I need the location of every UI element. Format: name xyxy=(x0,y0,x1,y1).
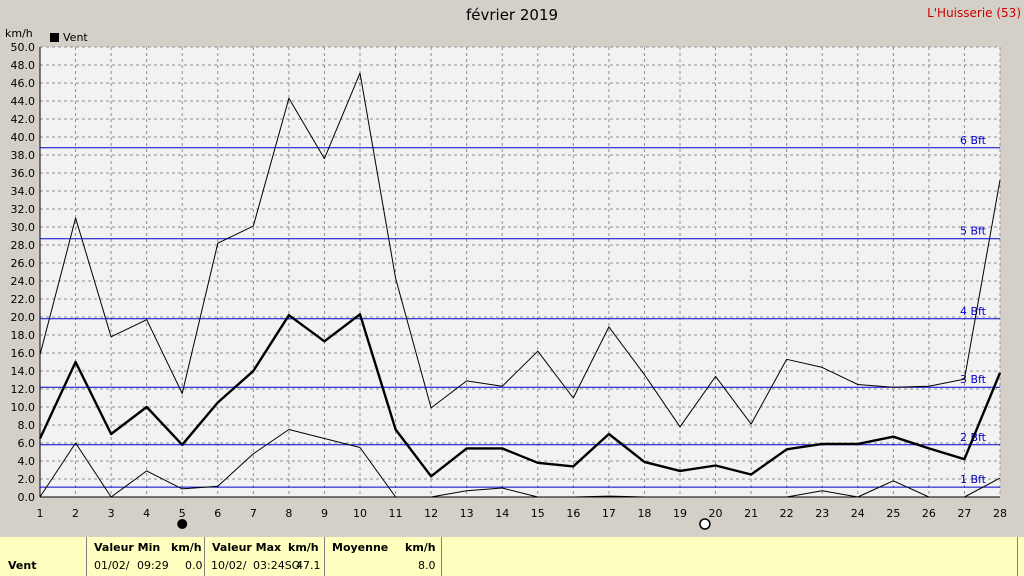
y-tick-label: 22.0 xyxy=(11,293,36,306)
chart-plot: 0.0 2.0 4.0 6.0 8.0 10.0 12.0 14.0 16.0 18.0 20.0 2… xyxy=(11,41,1007,530)
x-tick-label: 9 xyxy=(321,507,328,520)
footer-max-cell: Valeur Max km/h 10/02/ 03:24SO 47.1 xyxy=(204,537,325,576)
y-tick-label: 38.0 xyxy=(11,149,36,162)
moon-full-icon xyxy=(699,518,711,530)
legend-swatch xyxy=(50,33,59,42)
x-tick-label: 4 xyxy=(143,507,150,520)
beaufort-label: 3 Bft xyxy=(960,373,987,386)
footer-avg-cell: Moyenne km/h 8.0 xyxy=(324,537,442,576)
moon-new-icon xyxy=(177,519,188,529)
y-tick-label: 30.0 xyxy=(11,221,36,234)
max-header: Valeur Max xyxy=(212,541,282,554)
x-tick-label: 25 xyxy=(886,507,900,520)
y-tick-label: 12.0 xyxy=(11,383,36,396)
x-tick-label: 17 xyxy=(602,507,616,520)
x-tick-label: 20 xyxy=(709,507,723,520)
x-tick-label: 26 xyxy=(922,507,936,520)
chart-title: février 2019 xyxy=(465,6,559,24)
max-time: 03:24SO xyxy=(253,559,301,572)
x-tick-label: 19 xyxy=(673,507,687,520)
footer-empty-cell xyxy=(441,537,1018,576)
y-tick-label: 42.0 xyxy=(11,113,36,126)
min-unit: km/h xyxy=(171,541,202,554)
x-tick-label: 14 xyxy=(495,507,509,520)
x-tick-label: 11 xyxy=(389,507,403,520)
min-time: 09:29 xyxy=(137,559,169,572)
beaufort-label: 6 Bft xyxy=(960,134,987,147)
y-axis-unit: km/h xyxy=(5,27,33,40)
x-tick-label: 1 xyxy=(37,507,44,520)
x-tick-label: 28 xyxy=(993,507,1007,520)
stats-footer: Vent Valeur Min km/h 01/02/ 09:29 0.0 Va… xyxy=(0,537,1024,576)
y-tick-label: 20.0 xyxy=(11,311,36,324)
max-value: 47.1 xyxy=(296,559,321,572)
y-tick-label: 8.0 xyxy=(18,419,36,432)
y-tick-label: 2.0 xyxy=(18,473,36,486)
x-tick-label: 16 xyxy=(566,507,580,520)
y-tick-label: 18.0 xyxy=(11,329,36,342)
min-value: 0.0 xyxy=(185,559,203,572)
x-tick-label: 6 xyxy=(214,507,221,520)
max-date: 10/02/ xyxy=(211,559,247,572)
x-tick-label: 5 xyxy=(179,507,186,520)
y-tick-label: 6.0 xyxy=(18,437,36,450)
x-tick-label: 27 xyxy=(957,507,971,520)
y-tick-label: 24.0 xyxy=(11,275,36,288)
y-tick-label: 44.0 xyxy=(11,95,36,108)
y-tick-label: 14.0 xyxy=(11,365,36,378)
x-tick-label: 22 xyxy=(780,507,794,520)
beaufort-label: 1 Bft xyxy=(960,473,987,486)
x-tick-label: 8 xyxy=(285,507,292,520)
series-max-line xyxy=(39,72,1001,428)
avg-value: 8.0 xyxy=(418,559,436,572)
avg-header: Moyenne xyxy=(332,541,389,554)
y-tick-label: 26.0 xyxy=(11,257,36,270)
y-tick-label: 34.0 xyxy=(11,185,36,198)
y-tick-label: 46.0 xyxy=(11,77,36,90)
x-tick-label: 13 xyxy=(460,507,474,520)
series-min-line xyxy=(39,429,1001,498)
plot-background xyxy=(40,47,1000,497)
y-tick-label: 0.0 xyxy=(18,491,36,504)
x-tick-label: 21 xyxy=(744,507,758,520)
x-tick-label: 18 xyxy=(637,507,651,520)
x-tick-label: 2 xyxy=(72,507,79,520)
footer-edge-cell xyxy=(1017,537,1024,576)
footer-row-label: Vent xyxy=(8,559,37,572)
x-tick-label: 23 xyxy=(815,507,829,520)
footer-min-cell: Valeur Min km/h 01/02/ 09:29 0.0 xyxy=(86,537,205,576)
y-tick-label: 10.0 xyxy=(11,401,36,414)
x-tick-label: 3 xyxy=(108,507,115,520)
y-tick-label: 36.0 xyxy=(11,167,36,180)
avg-unit: km/h xyxy=(405,541,436,554)
series-avg-line xyxy=(38,313,1002,478)
y-tick-label: 32.0 xyxy=(11,203,36,216)
min-header: Valeur Min xyxy=(94,541,161,554)
x-tick-label: 15 xyxy=(531,507,545,520)
min-date: 01/02/ xyxy=(94,559,130,572)
y-tick-label: 16.0 xyxy=(11,347,36,360)
station-name: L'Huisserie (53) xyxy=(927,6,1021,20)
beaufort-label: 5 Bft xyxy=(960,225,987,238)
y-tick-label: 50.0 xyxy=(11,41,36,54)
x-tick-label: 10 xyxy=(353,507,367,520)
y-tick-label: 40.0 xyxy=(11,131,36,144)
max-unit: km/h xyxy=(288,541,319,554)
beaufort-label: 4 Bft xyxy=(960,305,987,318)
x-tick-label: 7 xyxy=(250,507,257,520)
legend-label: Vent xyxy=(63,31,88,44)
y-tick-label: 48.0 xyxy=(11,59,36,72)
x-tick-label: 24 xyxy=(851,507,865,520)
legend: Vent xyxy=(50,31,88,44)
footer-row-label-cell: Vent xyxy=(0,537,86,576)
y-tick-label: 28.0 xyxy=(11,239,36,252)
x-tick-label: 12 xyxy=(424,507,438,520)
y-tick-label: 4.0 xyxy=(18,455,36,468)
